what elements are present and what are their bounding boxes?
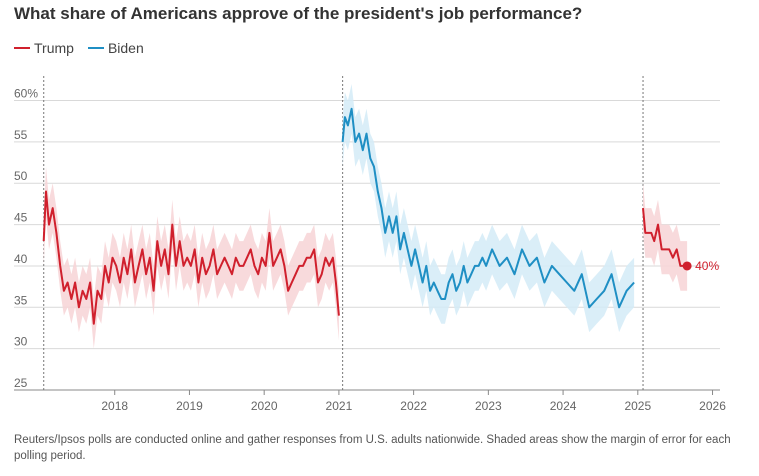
- x-tick-label: 2020: [251, 399, 278, 413]
- x-tick-label: 2019: [176, 399, 203, 413]
- y-tick-label: 55: [14, 128, 28, 142]
- x-tick-label: 2023: [475, 399, 502, 413]
- series-line-trump: [42, 190, 340, 325]
- y-tick-label: 45: [14, 211, 28, 225]
- y-tick-label: 25: [14, 376, 28, 390]
- series-line-trump: [642, 208, 688, 267]
- margin-of-error-band-biden: [342, 84, 635, 333]
- series-line-biden: [341, 107, 635, 309]
- legend-item-trump: Trump: [14, 40, 74, 56]
- y-tick-label: 40: [14, 252, 28, 266]
- chart-title: What share of Americans approve of the p…: [14, 4, 583, 23]
- margin-of-error-band-trump: [43, 166, 339, 349]
- footnote: Reuters/Ipsos polls are conducted online…: [14, 434, 731, 462]
- legend-label-biden: Biden: [107, 40, 144, 56]
- x-tick-label: 2026: [699, 399, 726, 413]
- legend-swatch-trump: [14, 47, 30, 49]
- x-tick-label: 2018: [101, 399, 128, 413]
- legend: Trump Biden: [14, 40, 158, 56]
- x-tick-label: 2022: [400, 399, 427, 413]
- y-tick-label: 35: [14, 293, 28, 307]
- x-tick-label: 2025: [624, 399, 651, 413]
- x-tick-label: 2024: [550, 399, 577, 413]
- latest-value-label: 40%: [695, 259, 719, 273]
- legend-swatch-biden: [87, 47, 104, 49]
- y-tick-label: 30: [14, 335, 28, 349]
- y-tick-label: 50: [14, 169, 28, 183]
- y-tick-label: 60%: [14, 87, 38, 101]
- latest-value-marker: [682, 261, 692, 271]
- legend-label-trump: Trump: [34, 40, 74, 56]
- approval-chart: 25 30 35 40 45 50 55 60% 2018 2019 2020 2021 2022 202…: [14, 76, 726, 413]
- x-tick-label: 2021: [326, 399, 353, 413]
- legend-item-biden: Biden: [87, 40, 144, 56]
- margin-of-error-band-trump: [643, 183, 688, 291]
